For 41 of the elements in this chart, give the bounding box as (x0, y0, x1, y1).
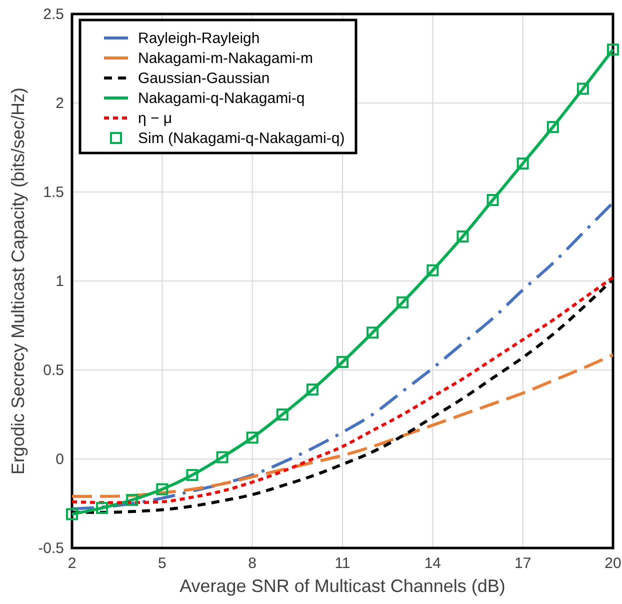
x-tick-label: 11 (334, 555, 350, 572)
y-axis-title: Ergodic Secrecy Multicast Capacity (bits/sec/Hz) (8, 87, 28, 475)
legend-label: η − μ (138, 110, 172, 127)
legend-label: Nakagami-m-Nakagami-m (138, 50, 314, 67)
y-tick-label: 1.5 (43, 184, 64, 201)
y-tick-label: 0 (56, 451, 64, 468)
y-tick-label: 2.5 (43, 6, 64, 23)
y-tick-label: 1 (56, 273, 64, 290)
point (126, 494, 138, 506)
legend-label: Sim (Nakagami-q-Nakagami-q) (138, 130, 345, 147)
point (607, 44, 619, 56)
point (246, 432, 258, 444)
point (366, 326, 379, 339)
x-tick-label: 5 (158, 555, 166, 572)
legend-label: Nakagami-q-Nakagami-q (138, 90, 305, 107)
point (516, 158, 529, 170)
point (426, 264, 439, 276)
point (96, 502, 108, 514)
legend-label: Rayleigh-Rayleigh (138, 30, 260, 47)
point (66, 508, 78, 520)
point (186, 469, 198, 482)
x-tick-label: 14 (424, 555, 442, 572)
x-axis-title: Average SNR of Multicast Channels (dB) (180, 576, 506, 596)
legend-label: Gaussian-Gaussian (138, 70, 270, 87)
point (576, 82, 589, 95)
x-tick-label: 20 (604, 555, 622, 572)
point (546, 121, 559, 134)
point (276, 408, 288, 420)
y-tick-label: 0.5 (43, 362, 64, 379)
x-tick-label: 17 (514, 555, 532, 572)
y-tick-label: -0.5 (38, 540, 64, 557)
y-tick-label: 2 (56, 95, 64, 112)
point (216, 451, 228, 464)
point (156, 483, 168, 496)
point (456, 230, 469, 242)
x-tick-label: 8 (248, 555, 257, 572)
x-tick-label: 2 (68, 555, 76, 572)
point (396, 296, 409, 308)
point (486, 194, 499, 206)
point (306, 384, 318, 396)
point (336, 356, 348, 368)
